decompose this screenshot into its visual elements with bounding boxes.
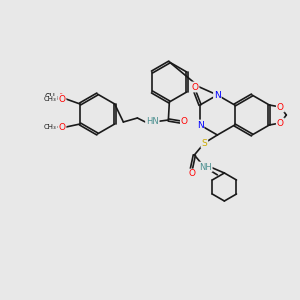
- Text: N: N: [197, 121, 203, 130]
- Text: CH₃: CH₃: [45, 92, 59, 101]
- Text: O: O: [181, 118, 188, 127]
- Text: O: O: [189, 169, 196, 178]
- Text: O: O: [191, 82, 199, 91]
- Text: CH₃: CH₃: [44, 96, 56, 102]
- Text: N: N: [214, 91, 221, 100]
- Text: O: O: [277, 103, 284, 112]
- Text: O: O: [56, 92, 64, 101]
- Text: HN: HN: [146, 116, 159, 125]
- Text: O: O: [277, 118, 284, 127]
- Text: NH: NH: [199, 163, 212, 172]
- Text: S: S: [202, 139, 207, 148]
- Text: O: O: [58, 94, 65, 103]
- Text: CH₃: CH₃: [44, 124, 56, 130]
- Text: O: O: [58, 122, 65, 131]
